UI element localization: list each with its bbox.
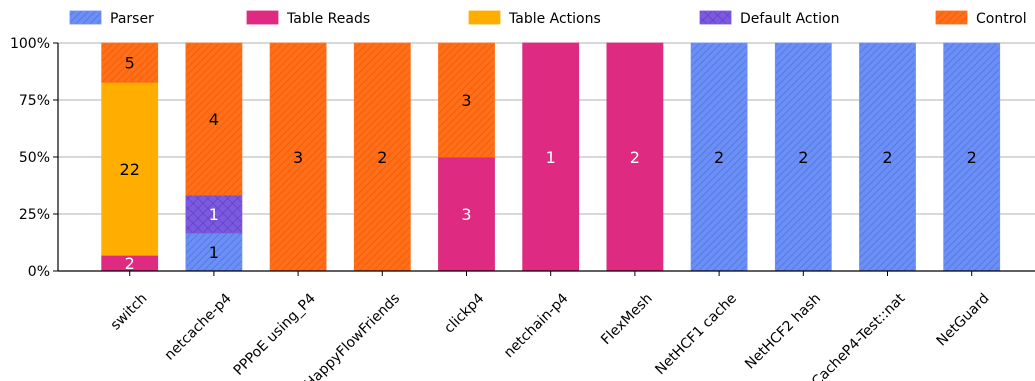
bar-segment-clickp4-table-reads — [438, 156, 495, 272]
bar-segment-netcache-p4-control — [185, 42, 243, 196]
y-tick-label: 100% — [10, 36, 50, 52]
bar-segment-clickp4-control — [438, 42, 495, 158]
data-label-netcache-p4-default-action: 1 — [209, 205, 219, 224]
data-label-nethcf2-hash-parser: 2 — [798, 148, 808, 167]
legend-label-table-reads: Table Reads — [286, 11, 370, 27]
data-label-netguard-parser: 2 — [967, 148, 977, 167]
bars — [101, 42, 1001, 272]
data-label-pppoe-using-p4-control: 3 — [293, 148, 303, 167]
x-tick-label-cachep4-test-nat: CacheP4-Test::nat — [809, 290, 909, 381]
data-label-netcache-p4-control: 4 — [209, 110, 219, 129]
x-tick-label-flexmesh: FlexMesh — [598, 291, 656, 349]
x-tick-label-clickp4: clickp4 — [441, 290, 487, 336]
bar-segment-cachep4-test-nat-parser — [859, 42, 916, 272]
legend-swatch-default-action — [699, 10, 732, 25]
y-tick-label: 50% — [19, 150, 50, 166]
data-label-netcache-p4-parser: 1 — [209, 243, 219, 262]
x-tick-label-nethcf1-cache: NetHCF1 cache — [652, 291, 740, 379]
y-tick-label: 75% — [19, 93, 50, 109]
x-tick-label-netcache-p4: netcache-p4 — [162, 290, 235, 363]
legend-label-control: Control — [976, 11, 1027, 27]
data-label-clickp4-table-reads: 3 — [461, 205, 471, 224]
legend-swatch-control — [935, 10, 968, 25]
bar-segment-happyflowfriends-control — [353, 42, 411, 272]
bar-segment-netcache-p4-default-action — [185, 194, 243, 234]
bar-segment-switch-control — [101, 42, 159, 83]
bar-segment-nethcf2-hash-parser — [774, 42, 832, 272]
legend-label-default-action: Default Action — [740, 11, 839, 27]
data-label-clickp4-control: 3 — [461, 91, 471, 110]
x-tick-label-nethcf2-hash: NetHCF2 hash — [742, 291, 824, 373]
legend-label-table-actions: Table Actions — [508, 11, 601, 27]
bar-segment-netcache-p4-parser — [185, 232, 243, 272]
x-tick-label-netchain-p4: netchain-p4 — [501, 290, 572, 361]
legend: Parser Table Reads Table Actions Default Ac… — [69, 10, 1027, 27]
legend-swatch-parser — [69, 10, 102, 25]
y-tick-label: 0% — [28, 264, 50, 280]
data-label-cachep4-test-nat-parser: 2 — [882, 148, 892, 167]
data-label-netchain-p4-table-reads: 1 — [546, 148, 556, 167]
x-tick-label-happyflowfriends: HappyFlowFriends — [302, 291, 403, 381]
bar-segment-netguard-parser — [943, 42, 1001, 272]
y-tick-label: 25% — [19, 207, 50, 223]
legend-label-parser: Parser — [110, 11, 154, 27]
x-tick-label-netguard: NetGuard — [934, 291, 993, 350]
x-tick-label-pppoe-using-p4: PPPoE using_P4 — [231, 290, 319, 378]
data-label-nethcf1-cache-parser: 2 — [714, 148, 724, 167]
x-tick-label-switch: switch — [108, 291, 151, 334]
bar-segment-switch-table-actions — [101, 81, 159, 256]
data-label-happyflowfriends-control: 2 — [377, 148, 387, 167]
data-label-flexmesh-table-reads: 2 — [630, 148, 640, 167]
data-label-switch-control: 5 — [125, 54, 135, 73]
data-label-switch-table-reads: 2 — [125, 254, 135, 273]
bar-segment-pppoe-using-p4-control — [269, 42, 327, 272]
bar-segment-netchain-p4-table-reads — [522, 42, 580, 272]
legend-swatch-table-reads — [246, 10, 279, 25]
bar-segment-nethcf1-cache-parser — [690, 42, 748, 272]
data-label-switch-table-actions: 22 — [120, 160, 140, 179]
bar-segment-flexmesh-table-reads — [606, 42, 664, 272]
legend-swatch-table-actions — [468, 10, 501, 25]
